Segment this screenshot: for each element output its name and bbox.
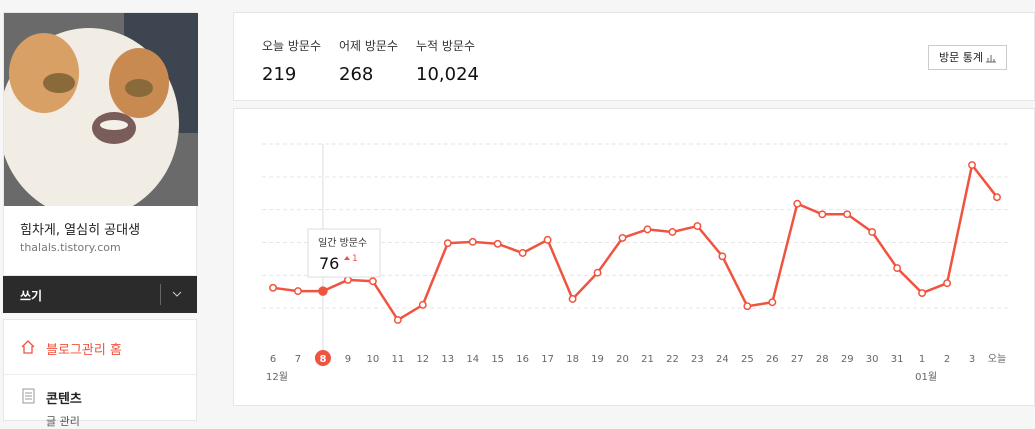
point bbox=[768, 298, 777, 307]
line bbox=[272, 162, 998, 322]
point bbox=[543, 235, 552, 244]
write-button[interactable]: 쓰기 bbox=[3, 276, 197, 313]
point bbox=[868, 228, 877, 236]
stat-value: 268 bbox=[339, 64, 374, 85]
x-tick-label: 22 bbox=[666, 354, 679, 365]
menu: 블로그관리 홈 콘텐츠 글 관리 bbox=[3, 319, 197, 428]
tooltip bbox=[307, 228, 381, 278]
chart-icon bbox=[986, 55, 996, 63]
x-tick-label: 1 bbox=[919, 354, 925, 365]
x-tick-label: 2 bbox=[944, 354, 950, 365]
x-tick-label: 24 bbox=[716, 354, 729, 365]
stats-panel: 오늘 방문수 219 어제 방문수 268 누적 방문수 10,024 방문 통계 bbox=[233, 12, 1035, 101]
point bbox=[269, 283, 277, 292]
x-tick-label: 17 bbox=[541, 354, 554, 365]
stat-value: 10,024 bbox=[416, 64, 479, 85]
x-tick-label: 12 bbox=[416, 354, 429, 365]
x-tick-label: 10 bbox=[366, 354, 379, 365]
x-tick-label: 31 bbox=[891, 354, 904, 365]
point bbox=[493, 239, 502, 248]
x-tick-label: 7 bbox=[295, 354, 301, 365]
point bbox=[368, 277, 377, 286]
selected-badge bbox=[314, 350, 331, 366]
point bbox=[393, 316, 402, 324]
stat: 누적 방문수 10,024 bbox=[416, 37, 479, 85]
x-tick-label: 19 bbox=[591, 354, 604, 365]
content-icon bbox=[22, 388, 35, 404]
stat-label: 오늘 방문수 bbox=[262, 39, 322, 53]
menu-subitem[interactable]: 글 관리 bbox=[46, 415, 80, 428]
x-tick-label: 23 bbox=[691, 354, 704, 365]
button-label: 방문 통계 bbox=[939, 51, 983, 64]
x-tick-label: 오늘 bbox=[988, 353, 1006, 365]
point bbox=[943, 279, 952, 288]
point bbox=[318, 286, 328, 296]
point bbox=[468, 237, 477, 246]
x-sublabel: 12월 bbox=[266, 371, 288, 383]
point bbox=[918, 289, 927, 298]
point bbox=[743, 302, 752, 311]
x-tick-label: 14 bbox=[466, 354, 479, 365]
x-tick-label: 3 bbox=[969, 354, 975, 365]
x-tick-label: 11 bbox=[391, 354, 404, 365]
blog-title: 힘차게, 열심히 공대생 bbox=[20, 223, 141, 238]
tooltip-value: 76 bbox=[319, 254, 339, 273]
point bbox=[518, 249, 527, 257]
point bbox=[643, 225, 652, 234]
stat-value: 219 bbox=[262, 64, 297, 85]
point bbox=[793, 199, 802, 208]
x-tick-label: 6 bbox=[270, 354, 276, 365]
tooltip-change: 1 bbox=[352, 254, 358, 264]
profile-card: 힘차게, 열심히 공대생 thalals.tistory.com bbox=[3, 12, 198, 276]
point bbox=[993, 193, 1001, 202]
point bbox=[618, 233, 627, 242]
stat: 어제 방문수 268 bbox=[339, 37, 398, 85]
x-tick-label: 26 bbox=[766, 354, 779, 365]
point bbox=[568, 295, 577, 303]
x-tick-label: 27 bbox=[791, 354, 804, 365]
stat: 오늘 방문수 219 bbox=[262, 37, 321, 85]
x-tick-label: 30 bbox=[866, 354, 879, 365]
x-tick-label: 8 bbox=[319, 354, 326, 365]
blog-url[interactable]: thalals.tistory.com bbox=[20, 241, 121, 254]
x-tick-label: 29 bbox=[841, 354, 854, 365]
x-tick-label: 25 bbox=[741, 354, 754, 365]
profile-image[interactable] bbox=[4, 13, 198, 206]
point bbox=[693, 222, 702, 231]
chart-panel: 6 12월 7 8 9 10 11 12 13 14 15 16 17 18 19 20 21 22 23 24 25 2… bbox=[233, 108, 1035, 406]
x-tick-label: 15 bbox=[491, 354, 504, 365]
point bbox=[418, 300, 427, 309]
point bbox=[593, 268, 602, 277]
x-tick-label: 13 bbox=[441, 354, 454, 365]
point bbox=[893, 264, 902, 273]
x-tick-label: 9 bbox=[345, 354, 351, 365]
point bbox=[818, 210, 827, 219]
point bbox=[343, 275, 352, 284]
menu-item[interactable]: 블로그관리 홈 bbox=[46, 343, 122, 358]
write-label: 쓰기 bbox=[20, 289, 43, 303]
point bbox=[843, 210, 852, 219]
x-sublabel: 01월 bbox=[915, 371, 937, 383]
point bbox=[294, 287, 302, 296]
menu-item[interactable]: 콘텐츠 bbox=[46, 392, 82, 407]
stats-button[interactable]: 방문 통계 bbox=[928, 45, 1007, 70]
point bbox=[718, 252, 727, 261]
stat-label: 어제 방문수 bbox=[339, 39, 399, 53]
dropdown-icon[interactable] bbox=[172, 290, 182, 298]
stat-label: 누적 방문수 bbox=[416, 39, 476, 53]
point bbox=[968, 161, 976, 169]
sidebar: 힘차게, 열심히 공대생 thalals.tistory.com 쓰기 블로그관… bbox=[3, 12, 198, 428]
x-tick-label: 18 bbox=[566, 354, 579, 365]
point bbox=[668, 228, 677, 236]
x-tick-label: 21 bbox=[641, 354, 654, 365]
home-icon bbox=[21, 340, 35, 354]
tooltip-label: 일간 방문수 bbox=[318, 237, 367, 249]
x-tick-label: 20 bbox=[616, 354, 629, 365]
x-tick-label: 16 bbox=[516, 354, 529, 365]
up-icon bbox=[344, 256, 350, 260]
page: 힘차게, 열심히 공대생 thalals.tistory.com 쓰기 블로그관… bbox=[3, 12, 1035, 428]
point bbox=[443, 239, 452, 248]
x-tick-label: 28 bbox=[816, 354, 829, 365]
